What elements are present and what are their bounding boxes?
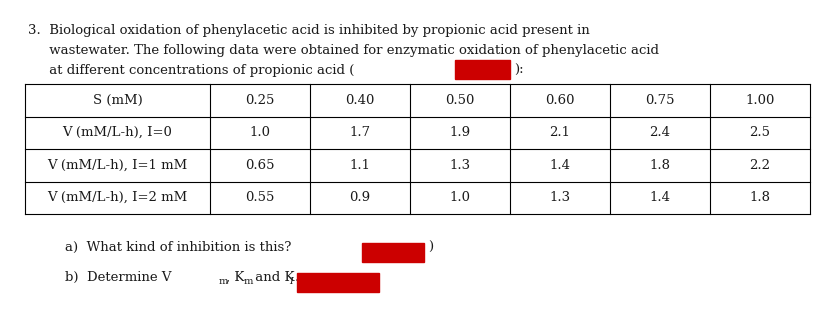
Text: 1.4: 1.4: [650, 191, 671, 204]
Text: 0.9: 0.9: [349, 191, 370, 204]
Text: 1.4: 1.4: [549, 159, 571, 172]
Text: 0.75: 0.75: [646, 94, 675, 107]
Text: 1.3: 1.3: [449, 159, 471, 172]
Text: 1.7: 1.7: [349, 126, 370, 139]
Text: ): ): [428, 241, 433, 254]
Text: m: m: [219, 278, 228, 287]
Text: 2.4: 2.4: [650, 126, 671, 139]
Text: ):: ):: [514, 64, 523, 77]
Text: 3.  Biological oxidation of phenylacetic acid is inhibited by propionic acid pre: 3. Biological oxidation of phenylacetic …: [28, 24, 590, 37]
Text: 1.0: 1.0: [449, 191, 471, 204]
Text: 0.25: 0.25: [245, 94, 275, 107]
Text: .: .: [295, 271, 299, 284]
Text: 1.8: 1.8: [750, 191, 770, 204]
Text: 2.2: 2.2: [750, 159, 770, 172]
Text: I: I: [290, 278, 294, 287]
Text: V (mM/L-h), I=1 mM: V (mM/L-h), I=1 mM: [47, 159, 188, 172]
Text: 1.1: 1.1: [349, 159, 370, 172]
Text: , K: , K: [225, 271, 244, 284]
Text: at different concentrations of propionic acid (: at different concentrations of propionic…: [28, 64, 354, 77]
Text: 2.1: 2.1: [549, 126, 571, 139]
Text: 1.9: 1.9: [449, 126, 471, 139]
Text: a)  What kind of inhibition is this?: a) What kind of inhibition is this?: [65, 241, 291, 254]
Text: 1.8: 1.8: [650, 159, 671, 172]
Text: 0.55: 0.55: [245, 191, 275, 204]
Text: b)  Determine V: b) Determine V: [65, 271, 171, 284]
Text: 1.00: 1.00: [745, 94, 775, 107]
Text: V (mM/L-h), I=0: V (mM/L-h), I=0: [62, 126, 172, 139]
Text: 0.65: 0.65: [245, 159, 275, 172]
Text: m: m: [244, 278, 254, 287]
FancyBboxPatch shape: [455, 60, 510, 79]
Text: 2.5: 2.5: [750, 126, 770, 139]
Text: 1.3: 1.3: [549, 191, 571, 204]
Text: 1.0: 1.0: [250, 126, 270, 139]
Text: S (mM): S (mM): [92, 94, 142, 107]
Text: wastewater. The following data were obtained for enzymatic oxidation of phenylac: wastewater. The following data were obta…: [28, 44, 659, 57]
Text: 0.60: 0.60: [545, 94, 575, 107]
FancyBboxPatch shape: [362, 243, 424, 262]
Text: V (mM/L-h), I=2 mM: V (mM/L-h), I=2 mM: [47, 191, 188, 204]
Text: 0.50: 0.50: [445, 94, 475, 107]
Text: 0.40: 0.40: [345, 94, 374, 107]
FancyBboxPatch shape: [297, 273, 379, 292]
Text: and K: and K: [251, 271, 295, 284]
